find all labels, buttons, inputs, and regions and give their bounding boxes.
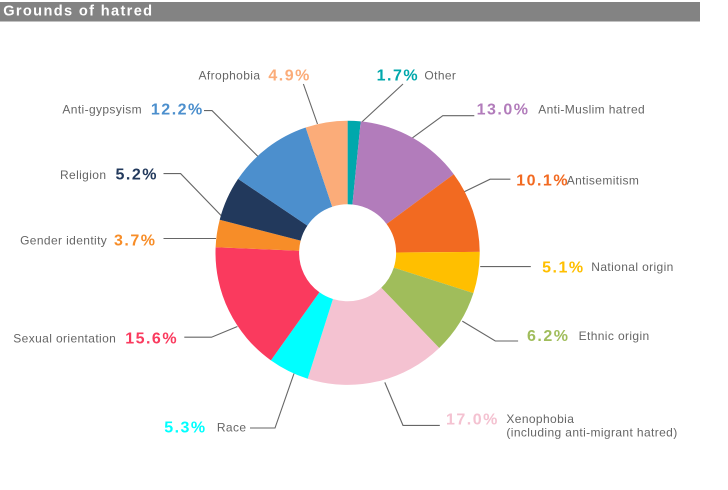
svg-text:5.2%: 5.2% xyxy=(116,167,158,184)
svg-text:12.2%: 12.2% xyxy=(151,101,204,118)
svg-text:6.2%: 6.2% xyxy=(527,328,569,345)
svg-text:Antisemitism: Antisemitism xyxy=(567,173,640,187)
svg-text:Xenophobia: Xenophobia xyxy=(506,412,574,426)
svg-text:Ethnic origin: Ethnic origin xyxy=(579,329,650,343)
svg-text:17.0%: 17.0% xyxy=(446,412,499,429)
svg-text:5.3%: 5.3% xyxy=(164,419,206,436)
svg-text:National origin: National origin xyxy=(591,260,673,274)
svg-text:Other: Other xyxy=(424,69,456,83)
svg-text:Gender identity: Gender identity xyxy=(20,234,107,248)
svg-text:13.0%: 13.0% xyxy=(477,101,530,118)
svg-text:5.1%: 5.1% xyxy=(542,259,584,276)
svg-text:Anti-gypsyism: Anti-gypsyism xyxy=(62,102,142,116)
svg-text:(including anti-migrant hatred: (including anti-migrant hatred) xyxy=(506,426,677,440)
svg-text:15.6%: 15.6% xyxy=(125,331,178,348)
svg-text:Religion: Religion xyxy=(60,168,106,182)
svg-text:3.7%: 3.7% xyxy=(114,233,156,250)
svg-text:Race: Race xyxy=(217,421,247,435)
svg-text:1.7%: 1.7% xyxy=(377,68,419,85)
svg-text:Anti-Muslim hatred: Anti-Muslim hatred xyxy=(538,102,645,116)
svg-text:10.1%: 10.1% xyxy=(516,172,569,189)
svg-text:Sexual orientation: Sexual orientation xyxy=(13,332,116,346)
svg-text:Grounds of hatred: Grounds of hatred xyxy=(3,4,153,20)
svg-text:Afrophobia: Afrophobia xyxy=(199,69,261,83)
svg-text:4.9%: 4.9% xyxy=(268,68,310,85)
